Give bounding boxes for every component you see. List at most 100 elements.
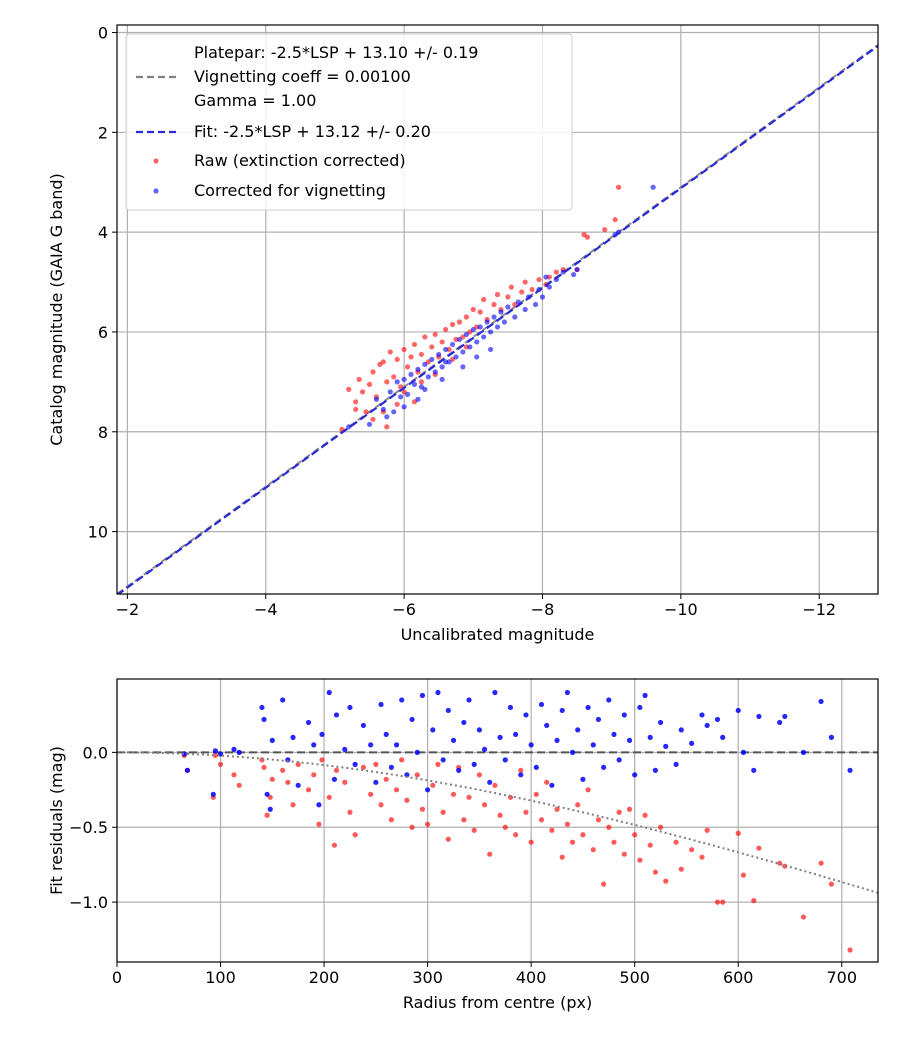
data-point [181,751,187,757]
data-point [580,776,586,782]
vignetting-model-curve [117,751,878,894]
data-point [828,881,835,887]
x-tick-label: −6 [392,600,416,619]
data-point [689,740,695,746]
legend-box [125,33,573,211]
y-tick-label: −1.0 [69,893,108,912]
data-point [443,346,449,353]
y-tick-label: 0.0 [83,743,108,762]
data-point [264,812,270,818]
data-point [704,827,710,833]
legend-marker-icon [153,188,159,194]
data-point [331,842,338,848]
top-plot: −2 −4 −6 −8 −10 −12 0 2 4 6 8 10 Uncalibrated magnit… [47,23,879,644]
x-tick-label: 0 [112,968,122,987]
data-point [637,704,643,711]
data-point [445,836,451,842]
data-point [626,737,633,743]
y-tick-label: 0 [98,23,108,42]
data-point [280,767,286,773]
data-point [538,701,545,708]
legend-label: Fit: -2.5*LSP + 13.12 +/- 0.20 [194,122,431,141]
data-point [498,309,504,315]
data-point [606,824,612,830]
data-point [352,761,358,767]
data-point [269,737,275,743]
data-point [626,806,633,812]
data-point [575,802,581,808]
data-point [440,809,446,815]
data-point [616,757,622,763]
data-point [544,722,550,729]
y-axis-label: Fit residuals (mag) [47,746,66,895]
data-point [782,713,788,720]
data-point [481,334,487,340]
x-axis-label: Radius from centre (px) [403,993,592,1012]
data-point [409,716,415,723]
data-point [450,791,457,797]
data-point [394,356,400,363]
data-point [642,812,648,818]
data-point [828,734,835,740]
data-point [439,376,445,382]
data-point [538,817,545,823]
data-point [414,749,420,755]
data-point [543,274,549,280]
data-point [387,389,393,395]
y-tick-label: −0.5 [69,818,108,837]
data-point [460,364,466,370]
data-point [422,361,428,368]
data-point [449,341,456,348]
data-point [430,782,436,788]
data-point [366,381,373,387]
data-point [513,832,519,838]
data-point [418,351,424,358]
y-tick-label: 6 [98,323,108,342]
data-point [476,772,482,778]
data-point [373,779,379,785]
data-point [518,772,524,778]
plot-area [117,44,878,594]
data-point [368,742,374,748]
data-point [290,734,296,740]
data-point [461,817,467,823]
data-point [471,761,477,767]
data-point [508,284,514,290]
data-point [502,757,508,763]
data-point [549,827,555,833]
data-point [359,389,366,395]
data-point [481,296,487,303]
data-point [210,791,216,797]
x-tick-label: 300 [412,968,443,987]
data-point [432,369,438,375]
data-point [549,782,555,788]
data-point [632,832,638,838]
data-point [519,289,525,295]
legend-label: Corrected for vignetting [194,181,386,200]
legend-label: Raw (extinction corrected) [194,151,406,170]
data-point [673,761,679,767]
data-point [360,722,367,729]
data-point [554,806,560,812]
data-point [487,851,493,857]
data-point [404,391,411,397]
data-point [346,386,352,392]
data-point [333,767,340,773]
data-point [449,321,456,328]
data-point [370,416,376,422]
data-point [559,854,565,860]
data-point [678,727,684,733]
series-corrected [181,689,853,812]
data-point [184,767,191,773]
data-point [559,707,565,714]
data-point [398,394,404,400]
data-point [380,359,386,365]
data-point [461,719,467,726]
data-point [429,344,435,350]
data-point [435,689,441,696]
data-point [346,424,352,430]
data-point [476,727,482,733]
data-point [487,346,494,353]
data-point [560,269,566,275]
data-point [615,184,622,190]
